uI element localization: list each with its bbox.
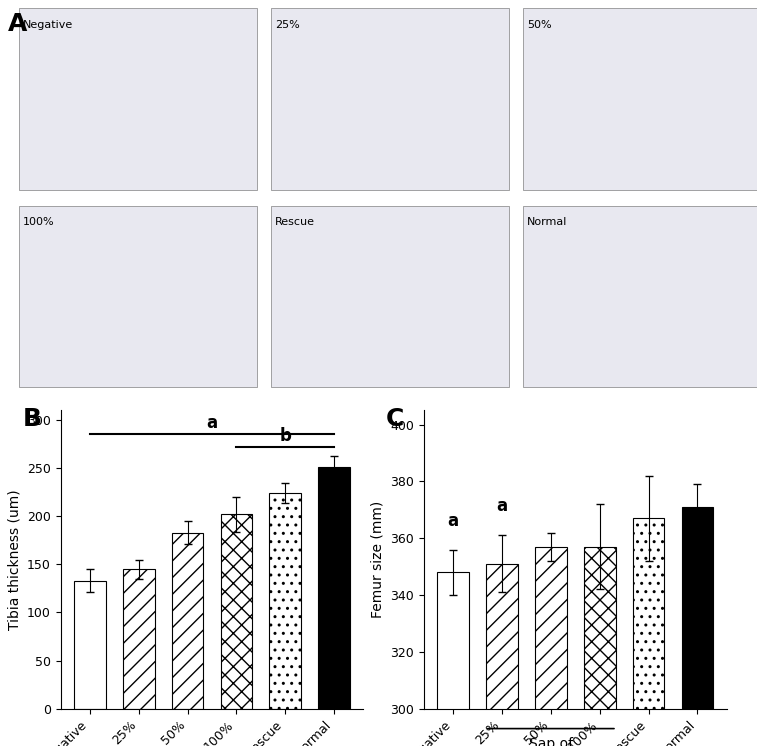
Bar	[486, 564, 518, 746]
Bar	[220, 514, 252, 709]
Bar	[535, 547, 567, 746]
Bar	[269, 493, 301, 709]
FancyBboxPatch shape	[19, 206, 257, 387]
Text: Rescue: Rescue	[275, 217, 315, 228]
Text: Sap of: Sap of	[529, 737, 573, 746]
Bar	[633, 518, 665, 746]
Text: C: C	[386, 407, 404, 430]
FancyBboxPatch shape	[271, 206, 509, 387]
Text: Negative: Negative	[23, 19, 73, 30]
Bar	[318, 467, 350, 709]
Bar	[123, 569, 154, 709]
FancyBboxPatch shape	[523, 206, 757, 387]
Text: Normal: Normal	[527, 217, 567, 228]
Text: a: a	[497, 498, 508, 515]
Y-axis label: Tibia thickness (um): Tibia thickness (um)	[8, 489, 21, 630]
FancyBboxPatch shape	[523, 8, 757, 189]
Text: 50%: 50%	[527, 19, 552, 30]
Bar	[74, 580, 106, 709]
Text: a: a	[207, 415, 217, 433]
Bar	[681, 507, 713, 746]
Text: B: B	[23, 407, 42, 430]
Text: 100%: 100%	[23, 217, 55, 228]
Text: A: A	[8, 12, 27, 36]
Bar	[172, 533, 204, 709]
Bar	[584, 547, 615, 746]
FancyBboxPatch shape	[19, 8, 257, 189]
Text: 25%: 25%	[275, 19, 300, 30]
FancyBboxPatch shape	[271, 8, 509, 189]
Bar	[438, 572, 469, 746]
Y-axis label: Femur size (mm): Femur size (mm)	[371, 501, 385, 618]
Text: b: b	[279, 427, 291, 445]
Text: a: a	[447, 512, 459, 530]
